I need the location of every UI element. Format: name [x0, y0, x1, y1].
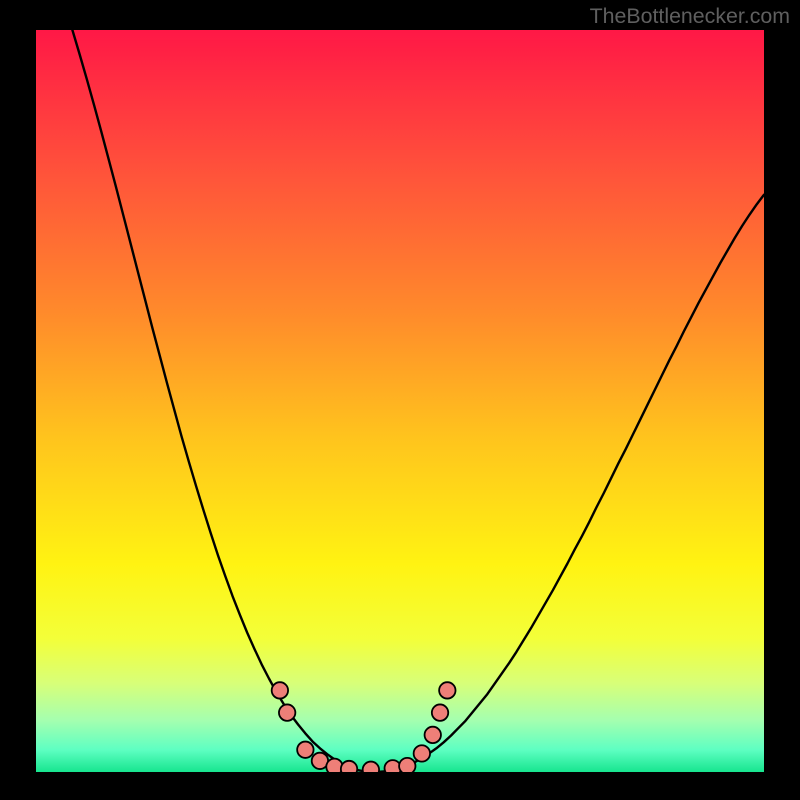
- data-marker: [439, 682, 455, 698]
- data-marker: [414, 745, 430, 761]
- data-marker: [363, 762, 379, 772]
- data-marker: [425, 727, 441, 743]
- data-marker: [399, 758, 415, 772]
- plot-area: [36, 30, 764, 772]
- data-marker: [297, 742, 313, 758]
- plot-svg: [36, 30, 764, 772]
- watermark-label: TheBottlenecker.com: [590, 4, 790, 29]
- data-marker: [272, 682, 288, 698]
- data-marker: [341, 761, 357, 772]
- data-marker: [279, 704, 295, 720]
- chart-stage: TheBottlenecker.com: [0, 0, 800, 800]
- data-marker: [432, 704, 448, 720]
- bottleneck-curve: [72, 30, 764, 772]
